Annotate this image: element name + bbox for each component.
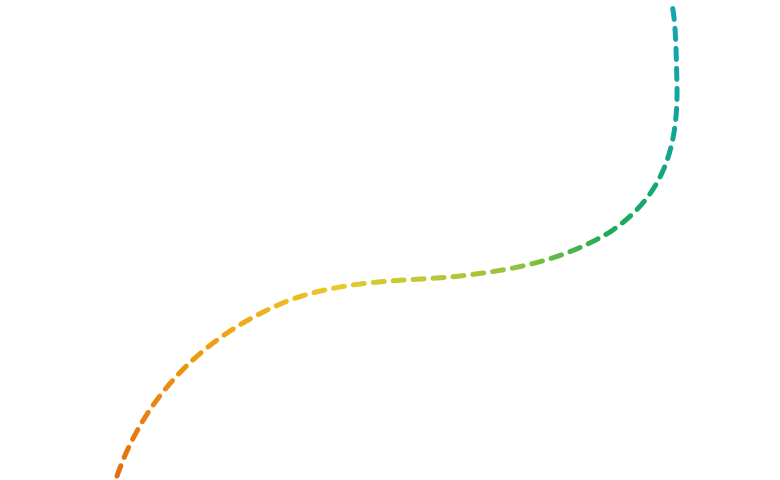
dashed-gradient-curve (114, 0, 680, 479)
